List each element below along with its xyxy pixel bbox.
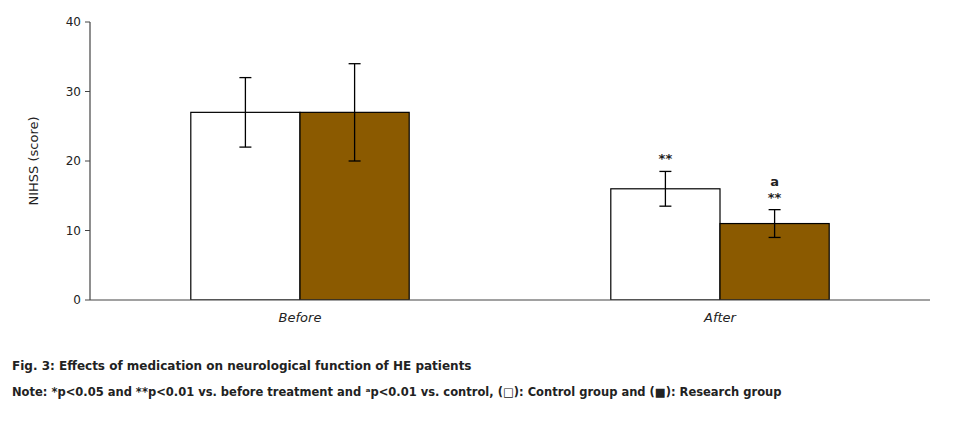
error-bar [239,78,251,148]
chart-container: 010203040NIHSS (score)BeforeAfter****aFi… [0,0,966,426]
annotation: ** [659,151,673,166]
title: Fig. 3: Effects of medication on neurolo… [12,359,472,373]
x-axis-line [90,299,930,300]
y-axis: 0 10 20 30 40 [66,15,90,307]
y-tick [85,300,90,301]
x-tick-label: After [703,310,738,325]
x-tick-label: Before [279,310,322,325]
error-bar [769,210,781,238]
y-tick-label: 40 [66,15,81,29]
annotation: a [770,174,779,189]
error-bar [349,64,361,161]
annotation: ** [768,190,782,205]
y-axis-label: NIHSS (score) [26,116,41,205]
y-tick [85,230,90,231]
error-bar [659,171,671,206]
y-tick-label: 10 [66,224,81,238]
chart: 010203040NIHSS (score)BeforeAfter****aFi… [0,0,966,426]
y-tick [85,161,90,162]
y-tick-label: 0 [73,293,81,307]
bars [191,64,829,300]
y-tick-label: 30 [66,85,81,99]
y-tick [85,22,90,23]
note: Note: *p<0.05 and **p<0.01 vs. before tr… [12,385,782,399]
y-tick [85,91,90,92]
y-axis-line [89,22,90,300]
y-tick-label: 20 [66,154,81,168]
